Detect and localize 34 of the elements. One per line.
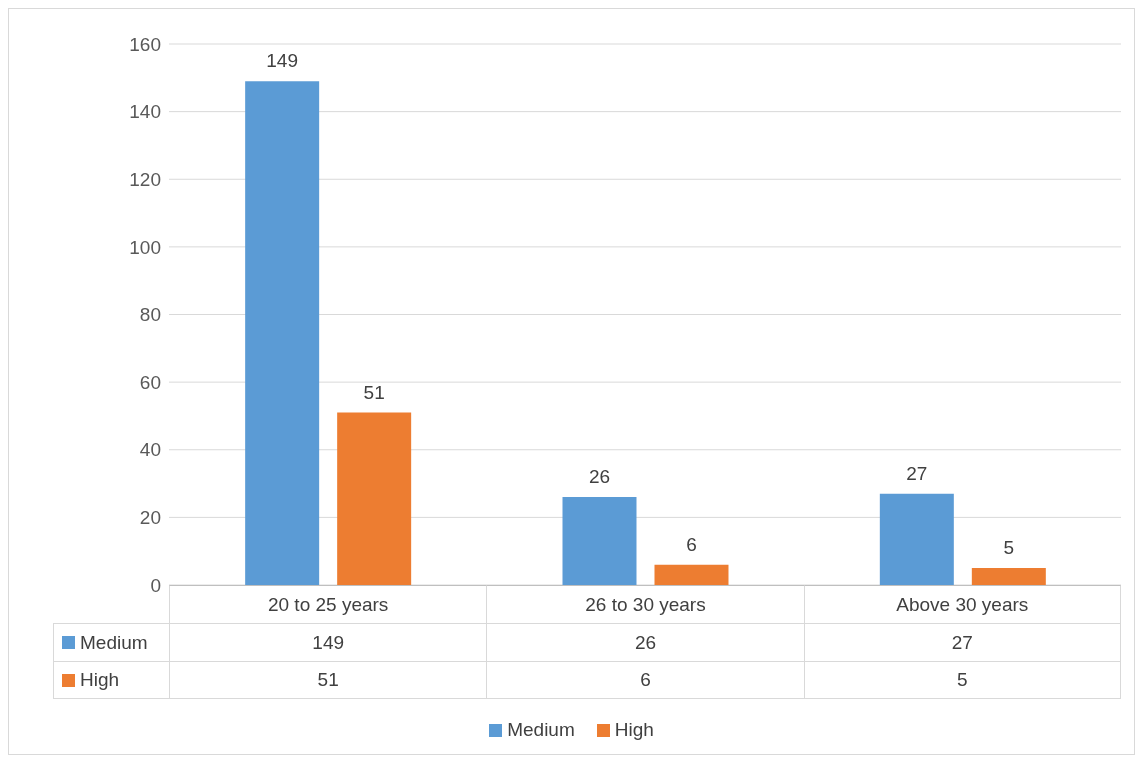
data-label: 5: [1003, 537, 1015, 559]
bar: [971, 568, 1046, 585]
y-tick-label: 40: [139, 439, 161, 461]
legend-label: High: [613, 719, 654, 741]
data-label: 149: [266, 50, 299, 72]
text: 51: [169, 661, 487, 699]
data-label: 27: [906, 462, 928, 484]
text: 27: [803, 623, 1121, 661]
bar: [879, 493, 954, 585]
bar: [562, 497, 637, 585]
text: 6: [486, 661, 804, 699]
text: Medium: [507, 719, 575, 740]
x-tick-label: Above 30 years: [803, 585, 1121, 623]
y-tick-label: 80: [139, 304, 161, 326]
y-tick-label: 140: [129, 101, 161, 123]
y-tick-label: 120: [129, 168, 161, 190]
bar: [245, 81, 320, 585]
x-tick-label: 26 to 30 years: [486, 585, 804, 623]
y-tick-label: 20: [139, 507, 161, 529]
data-label: 6: [686, 533, 697, 555]
data-label: 51: [363, 381, 385, 403]
x-tick-label: 20 to 25 years: [169, 585, 487, 623]
text: 26: [486, 623, 804, 661]
legend-label: Medium: [53, 623, 169, 661]
text: 5: [803, 661, 1121, 699]
bar: [337, 412, 412, 585]
text: High: [80, 669, 120, 690]
y-tick-label: 100: [129, 236, 161, 258]
y-tick-label: 160: [129, 33, 161, 55]
bar: [654, 564, 729, 585]
y-tick-label: 60: [139, 371, 161, 393]
text: 149: [169, 623, 487, 661]
y-tick-label: 0: [150, 574, 161, 596]
data-label: 26: [588, 466, 611, 488]
